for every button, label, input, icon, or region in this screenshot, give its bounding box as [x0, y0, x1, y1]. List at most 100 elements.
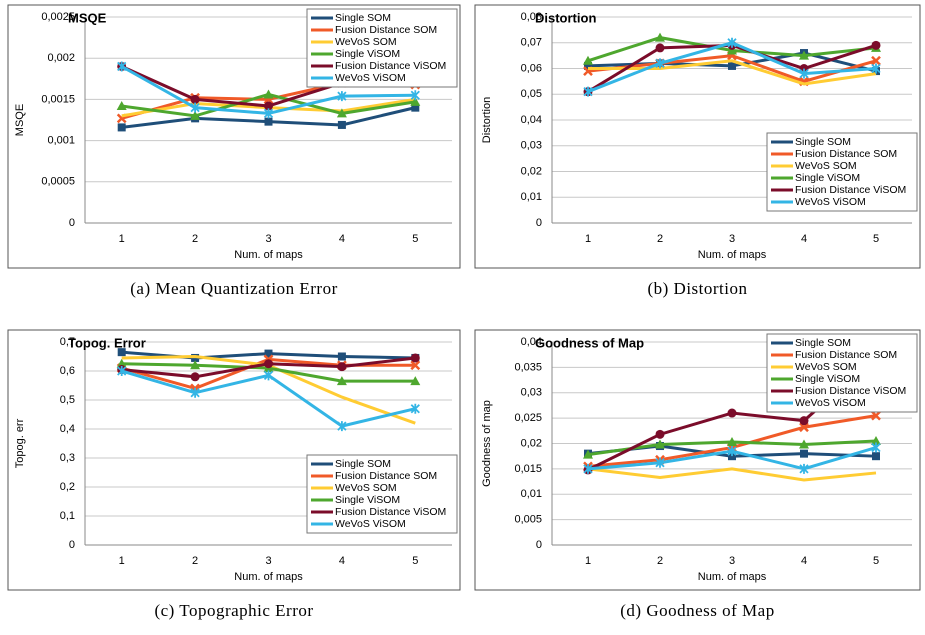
- x-tick-label: 5: [412, 233, 418, 245]
- x-tick-label: 1: [119, 555, 125, 567]
- series: [587, 467, 877, 482]
- marker: [655, 457, 665, 468]
- legend-label: WeVoS ViSOM: [335, 72, 406, 84]
- y-tick-label: 0: [536, 539, 542, 551]
- marker: [337, 421, 347, 432]
- marker: [336, 108, 347, 118]
- legend-label: Single SOM: [795, 136, 851, 148]
- marker: [117, 61, 127, 72]
- series: [117, 366, 420, 432]
- series: [588, 59, 877, 86]
- x-tick-label: 3: [729, 555, 735, 567]
- legend-label: Single ViSOM: [795, 172, 860, 184]
- marker: [410, 376, 421, 386]
- marker: [190, 372, 200, 382]
- chart-title: MSQE: [68, 10, 107, 25]
- marker: [263, 108, 274, 119]
- x-tick-label: 3: [729, 233, 735, 245]
- y-tick-label: 0: [536, 217, 542, 229]
- marker: [728, 61, 736, 70]
- x-tick-label: 1: [585, 555, 591, 567]
- marker: [799, 439, 809, 449]
- legend-box: [306, 454, 458, 534]
- marker: [117, 123, 126, 132]
- legend-label: Single SOM: [795, 337, 851, 349]
- caption: (c) Topographic Error: [154, 601, 313, 620]
- legend-label: WeVoS SOM: [335, 482, 397, 494]
- marker: [871, 40, 881, 50]
- line: [587, 467, 877, 482]
- legend-label: Fusion Distance ViSOM: [335, 506, 446, 518]
- legend-label: Single SOM: [335, 458, 391, 470]
- y-axis-title: MSQE: [14, 104, 26, 136]
- y-tick-label: 0,08: [521, 11, 542, 23]
- marker: [655, 43, 665, 53]
- y-axis-title: Distortion: [481, 97, 493, 143]
- marker: [336, 376, 347, 386]
- marker: [263, 370, 274, 381]
- marker: [583, 449, 593, 459]
- marker: [117, 348, 126, 357]
- y-tick-label: 0,015: [514, 463, 542, 475]
- y-tick-label: 0,035: [514, 361, 542, 373]
- x-tick-label: 3: [265, 233, 271, 245]
- marker: [117, 366, 127, 376]
- y-axis-title: Goodness of map: [481, 400, 493, 487]
- legend-label: Single ViSOM: [795, 373, 860, 385]
- y-tick-label: 0,6: [60, 365, 75, 377]
- marker: [190, 110, 201, 120]
- y-tick-label: 0,0025: [41, 11, 75, 23]
- marker: [190, 102, 200, 113]
- series: [117, 353, 420, 382]
- y-tick-label: 0,025: [514, 412, 542, 424]
- marker: [799, 50, 809, 60]
- marker: [410, 353, 420, 363]
- y-tick-label: 0,7: [60, 336, 75, 348]
- marker: [410, 403, 420, 414]
- marker: [337, 352, 346, 361]
- legend-label: WeVoS ViSOM: [335, 518, 406, 530]
- y-tick-label: 0,04: [521, 336, 542, 348]
- y-tick-label: 0: [69, 217, 75, 229]
- marker: [116, 358, 127, 368]
- marker: [583, 463, 593, 474]
- legend-label: Fusion Distance ViSOM: [335, 60, 446, 72]
- marker: [728, 452, 736, 461]
- marker: [799, 416, 809, 426]
- legend-label: Single SOM: [335, 12, 391, 24]
- x-tick-label: 1: [119, 233, 125, 245]
- marker: [871, 435, 881, 445]
- series: [583, 37, 881, 97]
- legend-box: [766, 333, 918, 413]
- y-tick-label: 0,07: [521, 37, 542, 49]
- y-tick-label: 0,0005: [41, 176, 75, 188]
- legend-label: Single ViSOM: [335, 48, 400, 60]
- marker: [411, 103, 420, 112]
- marker: [190, 94, 200, 104]
- marker: [727, 408, 737, 418]
- legend-label: WeVoS ViSOM: [795, 196, 866, 208]
- x-tick-label: 2: [192, 233, 198, 245]
- caption: (a) Mean Quantization Error: [130, 279, 338, 298]
- marker: [264, 349, 273, 358]
- line: [588, 59, 877, 86]
- marker: [264, 117, 273, 126]
- y-tick-label: 0,1: [60, 510, 75, 522]
- y-tick-label: 0,4: [60, 423, 75, 435]
- marker: [264, 101, 273, 111]
- marker: [872, 452, 880, 461]
- marker: [337, 91, 347, 102]
- marker: [190, 360, 201, 370]
- x-tick-label: 4: [339, 233, 345, 245]
- chart-title: Topog. Error: [68, 335, 146, 350]
- marker: [584, 61, 592, 70]
- y-tick-label: 0,04: [521, 114, 542, 126]
- series: [583, 32, 881, 65]
- x-tick-label: 3: [265, 555, 271, 567]
- x-tick-label: 5: [873, 233, 879, 245]
- marker: [655, 32, 665, 42]
- legend-label: Fusion Distance SOM: [335, 470, 437, 482]
- series: [583, 435, 881, 459]
